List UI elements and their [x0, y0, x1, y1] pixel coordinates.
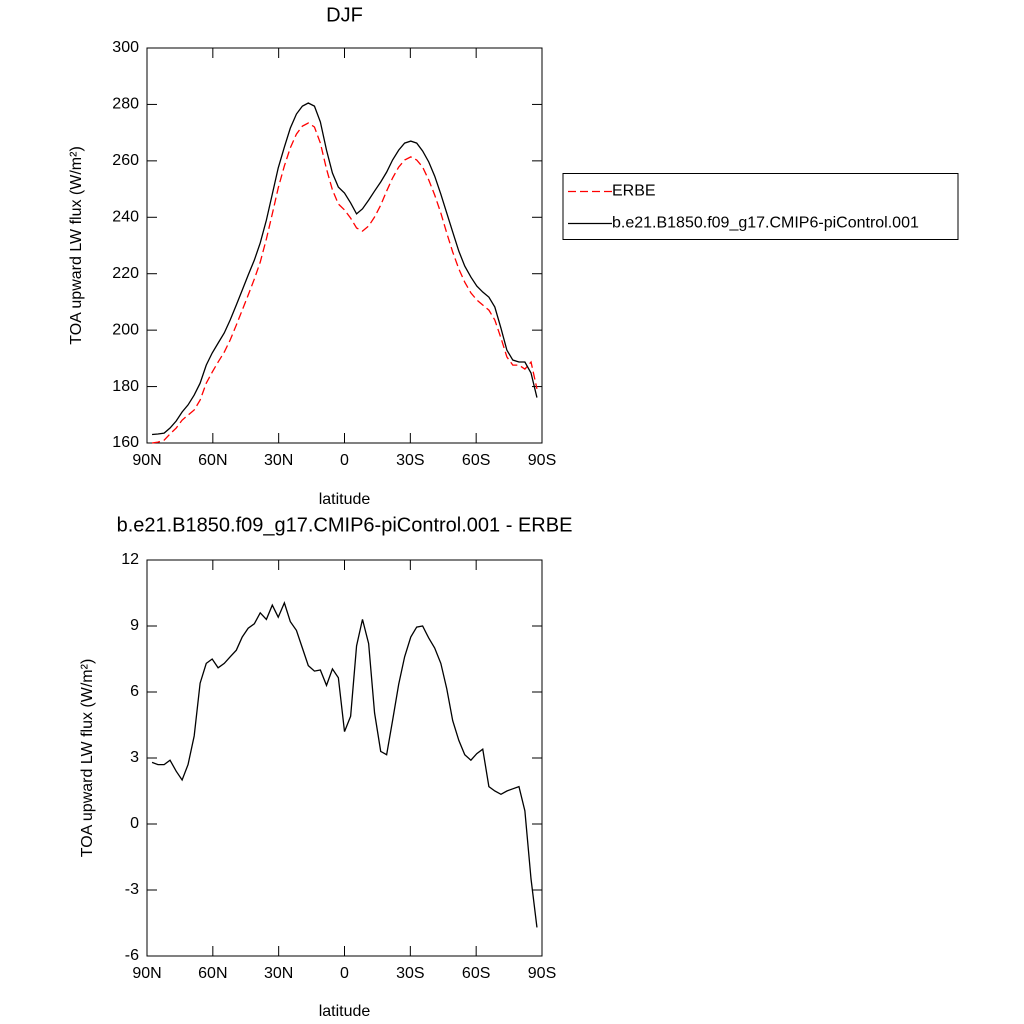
y-tick-label: 12	[121, 551, 139, 568]
chart-title: DJF	[326, 4, 363, 26]
x-tick-label: 60N	[198, 965, 227, 982]
x-tick-label: 30S	[396, 965, 424, 982]
x-tick-label: 90S	[528, 452, 556, 469]
y-tick-label: 240	[112, 209, 139, 226]
x-tick-label: 30N	[264, 965, 293, 982]
y-tick-label: 3	[130, 749, 139, 766]
legend-box	[562, 173, 959, 240]
data-line	[151, 122, 538, 444]
legend: ERBE b.e21.B1850.f09_g17.CMIP6-piControl.…	[562, 173, 959, 240]
x-tick-label: 30S	[396, 452, 424, 469]
y-tick-label: 0	[130, 815, 139, 832]
x-tick-label: 0	[340, 965, 349, 982]
y-tick-label: 260	[112, 152, 139, 169]
y-tick-label: -6	[125, 947, 139, 964]
chart-title: b.e21.B1850.f09_g17.CMIP6-piControl.001 …	[117, 514, 573, 536]
y-axis-title: TOA upward LW flux (W/m²)	[68, 146, 85, 345]
legend-label: ERBE	[612, 183, 656, 200]
x-tick-label: 90N	[132, 965, 161, 982]
plot-frame	[146, 559, 543, 957]
panel: b.e21.B1850.f09_g17.CMIP6-piControl.001 …	[79, 514, 572, 1020]
data-line	[151, 102, 538, 436]
y-tick-label: 9	[130, 617, 139, 634]
y-axis-title: TOA upward LW flux (W/m²)	[79, 659, 96, 858]
x-tick-label: 0	[340, 452, 349, 469]
x-tick-label: 90N	[132, 452, 161, 469]
x-axis-title: latitude	[319, 1003, 371, 1020]
y-tick-label: 180	[112, 378, 139, 395]
x-axis-title: latitude	[319, 491, 371, 508]
y-tick-label: 160	[112, 434, 139, 451]
x-tick-label: 60S	[462, 452, 490, 469]
x-tick-label: 90S	[528, 965, 556, 982]
y-tick-label: 280	[112, 96, 139, 113]
panel: DJF latitude TOA upward LW flux (W/m²) 90N 6…	[68, 4, 959, 508]
x-tick-label: 30N	[264, 452, 293, 469]
x-tick-label: 60N	[198, 452, 227, 469]
y-tick-label: -3	[125, 881, 139, 898]
y-tick-label: 200	[112, 321, 139, 338]
y-tick-label: 6	[130, 683, 139, 700]
y-tick-label: 300	[112, 39, 139, 56]
data-line	[151, 601, 538, 928]
legend-label: b.e21.B1850.f09_g17.CMIP6-piControl.001	[612, 215, 919, 232]
y-tick-label: 220	[112, 265, 139, 282]
x-tick-label: 60S	[462, 965, 490, 982]
